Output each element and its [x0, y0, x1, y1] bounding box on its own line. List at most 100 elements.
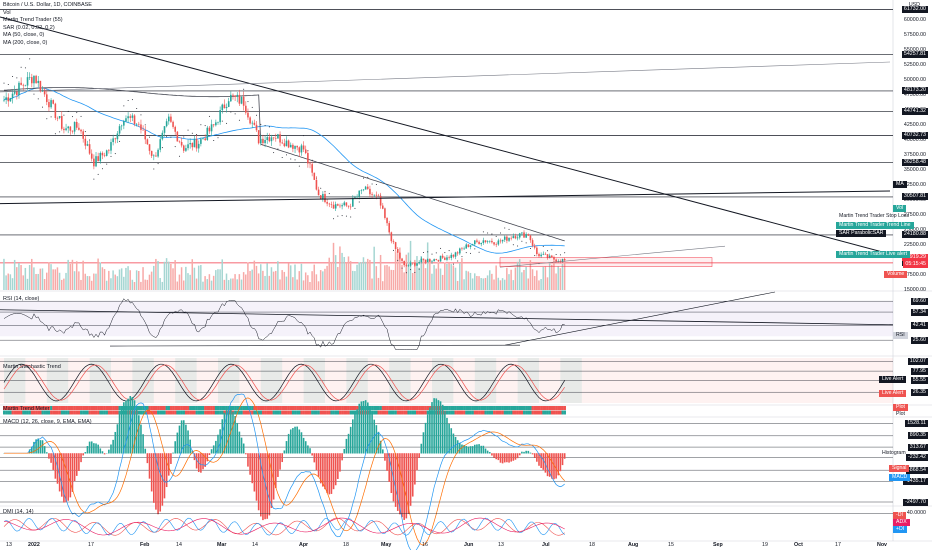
volume-bar [358, 262, 360, 290]
trend-meter-cell [548, 406, 551, 410]
macd-histogram-bar [221, 419, 224, 454]
trend-meter-cell [463, 406, 466, 410]
sar-dot [42, 106, 44, 108]
candle-body [103, 155, 106, 156]
candle-body [110, 142, 112, 151]
volume-bar [172, 268, 174, 290]
trend-meter-cell [512, 410, 515, 415]
legend-ma50[interactable]: MA (50, close, 0) [3, 32, 45, 39]
candle-body [182, 145, 185, 151]
trend-meter-cell [169, 406, 173, 410]
macd-histogram-bar [403, 453, 405, 520]
macd-histogram-bar [150, 453, 153, 492]
rsi-title[interactable]: RSI (14, close) [3, 296, 40, 302]
volume-bar [272, 271, 275, 290]
macd-histogram-bar [422, 432, 425, 454]
candle-body [35, 75, 37, 84]
macd-title[interactable]: MACD (12, 26, close, 9, EMA, EMA) [3, 419, 92, 425]
volume-bar [116, 276, 119, 290]
candle-body [225, 106, 228, 109]
candle-body [257, 130, 260, 144]
sar-dot [33, 93, 35, 95]
volume-bar [501, 278, 504, 290]
candle-body [37, 80, 40, 84]
candle-body [358, 190, 361, 197]
legend-sar[interactable]: SAR (0.02, 0.02, 0.2) [3, 24, 55, 31]
trend-meter-cell [69, 406, 72, 410]
di-plus-tag: +DI [893, 526, 908, 533]
volume-bar [313, 264, 315, 290]
trend-meter-cell [60, 410, 64, 415]
macd-histogram-bar [536, 453, 538, 462]
macd-histogram-bar [253, 453, 256, 492]
trend-meter-cell [523, 410, 526, 415]
candle-body [54, 103, 57, 118]
trend-meter-cell [223, 406, 226, 410]
trend-meter-cell [478, 410, 481, 415]
time-tick: 19 [762, 542, 768, 548]
macd-histogram-bar [516, 453, 519, 459]
volume-bar [274, 270, 277, 290]
candle-body [67, 126, 69, 129]
volume-bar [287, 263, 290, 290]
candle-body [123, 121, 125, 126]
macd-histogram-bar [114, 431, 117, 454]
macd-histogram-bar [396, 453, 399, 511]
sar-dot [444, 252, 446, 254]
candle-body [531, 240, 534, 246]
trend-meter-cell [65, 410, 68, 415]
dmi-title[interactable]: DMI (14, 14) [3, 509, 34, 515]
mtm-title[interactable]: Martin Trend Meter [3, 406, 50, 412]
stoch-title[interactable]: Martin Stochastic Trend [3, 364, 61, 370]
trend-meter-cell [30, 410, 34, 415]
rsi-axis-tick: 25.60 [910, 336, 928, 344]
candle-body [105, 150, 108, 156]
trend-meter-cell [95, 406, 98, 410]
macd-histogram-bar [337, 453, 339, 479]
trend-meter-cell [103, 406, 106, 410]
legend-vol[interactable]: Vol [3, 9, 11, 16]
volume-bar [37, 273, 39, 290]
macd-histogram-bar [478, 444, 480, 454]
candle-body [251, 122, 254, 124]
volume-bar [482, 278, 485, 290]
macd-histogram-bar [180, 420, 183, 454]
macd-histogram-bar [118, 413, 121, 454]
candle-body [540, 254, 542, 257]
macd-histogram-bar [71, 453, 74, 492]
trend-meter-cell [546, 410, 549, 415]
volume-bar [50, 264, 52, 290]
candle-body [58, 116, 61, 119]
sar-dot [256, 114, 258, 116]
candle-body [525, 234, 527, 238]
trend-meter-cell [401, 406, 404, 410]
volume-bar [302, 280, 305, 290]
trend-meter-cell [394, 406, 397, 410]
legend-trend-trader[interactable]: Martin Trend Trader (55) [3, 17, 63, 24]
candle-body [429, 259, 431, 262]
trend-meter-cell [212, 406, 216, 410]
trend-meter-cell [332, 410, 335, 415]
macd-histogram-bar [116, 424, 119, 454]
time-tick: Sep [713, 542, 723, 548]
candle-body [264, 140, 266, 144]
sar-dot [512, 244, 514, 246]
volume-bar [133, 281, 136, 290]
macd-histogram-bar [200, 453, 202, 473]
trend-meter-cell [52, 406, 55, 410]
trend-meter-cell [60, 406, 64, 410]
macd-histogram-bar [50, 453, 52, 463]
candle-body [270, 137, 273, 142]
macd-histogram-bar [379, 440, 382, 454]
macd-histogram-bar [80, 453, 82, 463]
sar-dot [89, 139, 91, 141]
macd-histogram-bar [354, 414, 356, 454]
trend-meter-cell [306, 410, 310, 415]
macd-histogram-bar [212, 445, 215, 454]
volume-bar [444, 262, 446, 290]
trend-meter-cell [561, 406, 564, 410]
trend-meter-cell [471, 410, 474, 415]
legend-ma200[interactable]: MA (200, close, 0) [3, 39, 48, 46]
candle-body [478, 241, 480, 245]
